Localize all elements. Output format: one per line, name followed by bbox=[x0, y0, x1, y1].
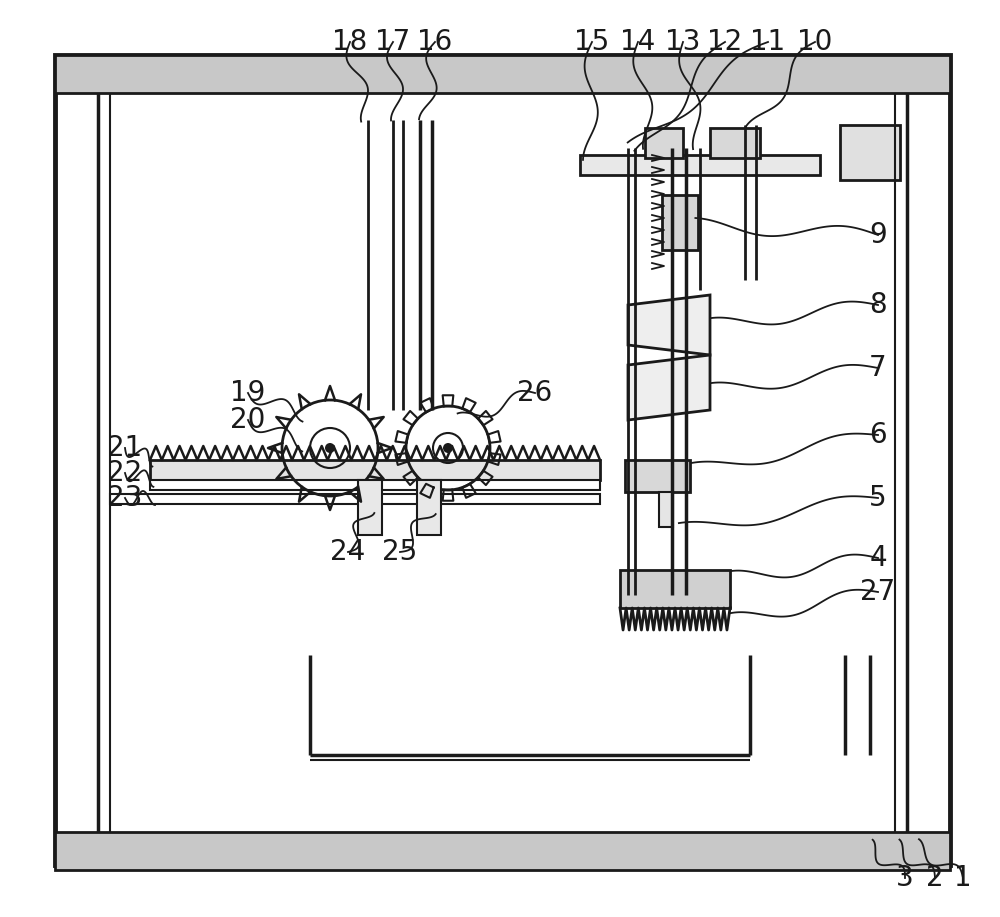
Bar bbox=[417, 480, 441, 535]
Bar bbox=[840, 125, 900, 180]
Text: 8: 8 bbox=[869, 291, 887, 319]
Text: 24: 24 bbox=[330, 538, 366, 566]
Polygon shape bbox=[628, 295, 710, 355]
Bar bbox=[645, 128, 683, 158]
Bar bbox=[710, 128, 760, 158]
Text: 4: 4 bbox=[869, 544, 887, 572]
Bar bbox=[580, 155, 820, 175]
Text: 26: 26 bbox=[517, 379, 553, 407]
Bar bbox=[358, 480, 382, 535]
Polygon shape bbox=[628, 355, 710, 420]
Text: 14: 14 bbox=[620, 28, 656, 56]
Bar bbox=[110, 494, 600, 504]
Circle shape bbox=[325, 443, 335, 453]
Text: 19: 19 bbox=[230, 379, 266, 407]
Text: 22: 22 bbox=[107, 459, 143, 487]
Text: 5: 5 bbox=[869, 484, 887, 512]
Bar bbox=[55, 55, 950, 93]
Bar bbox=[55, 55, 950, 865]
Text: 21: 21 bbox=[107, 434, 143, 462]
Bar bbox=[620, 570, 730, 608]
Text: 25: 25 bbox=[382, 538, 418, 566]
Text: 7: 7 bbox=[869, 354, 887, 382]
Text: 10: 10 bbox=[797, 28, 833, 56]
Text: 11: 11 bbox=[750, 28, 786, 56]
Bar bbox=[150, 460, 600, 480]
Text: 23: 23 bbox=[107, 484, 143, 512]
Text: 2: 2 bbox=[926, 864, 944, 892]
Bar bbox=[150, 480, 600, 490]
Bar bbox=[625, 460, 690, 492]
Text: 9: 9 bbox=[869, 221, 887, 249]
Text: 20: 20 bbox=[230, 406, 266, 434]
Bar bbox=[662, 195, 698, 250]
Text: 18: 18 bbox=[332, 28, 368, 56]
Text: 1: 1 bbox=[954, 864, 972, 892]
Bar bbox=[55, 832, 950, 870]
Text: 27: 27 bbox=[860, 578, 896, 606]
Bar bbox=[659, 492, 673, 527]
Text: 3: 3 bbox=[896, 864, 914, 892]
Text: 17: 17 bbox=[375, 28, 411, 56]
Text: 13: 13 bbox=[665, 28, 701, 56]
Text: 12: 12 bbox=[707, 28, 743, 56]
Circle shape bbox=[443, 443, 453, 453]
Text: 16: 16 bbox=[417, 28, 453, 56]
Text: 6: 6 bbox=[869, 421, 887, 449]
Text: 15: 15 bbox=[574, 28, 610, 56]
